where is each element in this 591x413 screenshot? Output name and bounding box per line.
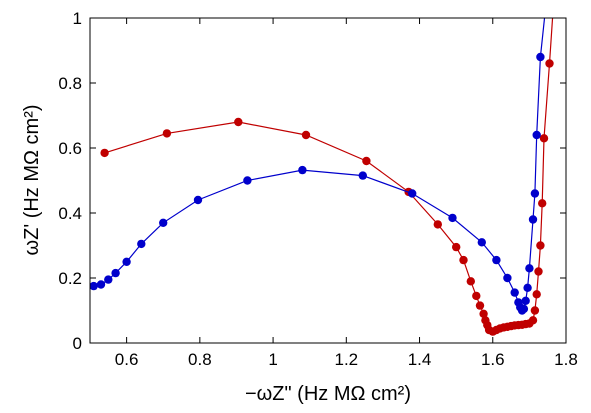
- series-2-point: [525, 264, 534, 273]
- series-2-point: [111, 268, 120, 278]
- series-2-point: [408, 189, 417, 198]
- series-2-point: [159, 218, 168, 227]
- series-2-point: [96, 280, 106, 289]
- series-1-point: [452, 242, 461, 252]
- series-1-point: [479, 309, 488, 318]
- series-1-point: [538, 199, 547, 208]
- x-tick-label: 1.6: [481, 350, 505, 369]
- series-1-line: [104, 18, 554, 333]
- y-tick-label: 1: [73, 9, 82, 28]
- series-2-point: [193, 195, 203, 205]
- series-2-point: [523, 283, 532, 292]
- series-1-point: [362, 156, 371, 166]
- series-2-point: [90, 281, 98, 291]
- series-1-point: [472, 291, 481, 301]
- series-2-point: [243, 176, 252, 185]
- series-2-point: [358, 171, 367, 180]
- y-tick-label: 0.2: [58, 269, 82, 288]
- x-axis-label: −ωZ" (Hz MΩ cm²): [245, 383, 411, 405]
- y-tick-label: 0.4: [58, 204, 82, 223]
- y-tick-label: 0.6: [58, 139, 82, 158]
- series-2-point: [137, 239, 146, 249]
- x-tick-label: 1.2: [334, 350, 358, 369]
- series-2-point: [519, 304, 529, 314]
- series-1-point: [301, 130, 311, 140]
- plot-frame: [89, 17, 567, 344]
- series-2-point: [521, 296, 530, 305]
- series-2: [90, 1, 550, 315]
- y-axis-label: ωZ' (Hz MΩ cm²): [21, 104, 43, 255]
- series-2-point: [510, 288, 519, 297]
- series-2-point: [104, 275, 113, 284]
- y-tick-label: 0.8: [58, 74, 82, 93]
- series-1-point: [162, 129, 172, 138]
- series-1-point: [433, 220, 442, 229]
- series-2-point: [448, 213, 457, 223]
- series-1-point: [466, 277, 475, 286]
- series-1-point: [100, 148, 109, 158]
- series-2-point: [122, 257, 131, 266]
- series-2-point: [530, 189, 540, 198]
- x-tick-label: 1.4: [408, 350, 432, 369]
- series-2-point: [542, 1, 550, 9]
- series-2-point: [298, 165, 307, 175]
- series-1-point: [475, 301, 485, 310]
- series-1-point: [534, 267, 543, 276]
- series-1-point: [234, 117, 243, 127]
- x-tick-label: 1.8: [554, 350, 578, 369]
- series-1-point: [539, 134, 549, 143]
- x-tick-label: 0.8: [188, 350, 212, 369]
- series-2-point: [503, 273, 512, 283]
- series-2-point: [477, 238, 486, 247]
- tick-layer: 0.6 0.8 1 1.2 1.4 1.6 1.8 0 0.2 0.4 0.6 0.8 1: [58, 9, 577, 369]
- series-2-point: [528, 215, 538, 224]
- series-1-point: [549, 4, 557, 12]
- series-1-point: [530, 306, 540, 315]
- series-layer: [90, 1, 557, 336]
- x-tick-label: 0.6: [115, 350, 139, 369]
- series-2-point: [492, 255, 501, 265]
- series-2-line: [93, 18, 546, 312]
- series-1-point: [536, 241, 545, 250]
- series-1-point: [545, 59, 554, 68]
- series-1-point: [532, 290, 541, 299]
- series-1-point: [459, 255, 468, 265]
- x-tick-label: 1: [268, 350, 277, 369]
- series-1: [100, 4, 557, 336]
- y-tick-label: 0: [73, 334, 82, 353]
- series-1-point: [528, 316, 538, 325]
- series-2-point: [532, 130, 541, 140]
- series-2-point: [536, 52, 545, 62]
